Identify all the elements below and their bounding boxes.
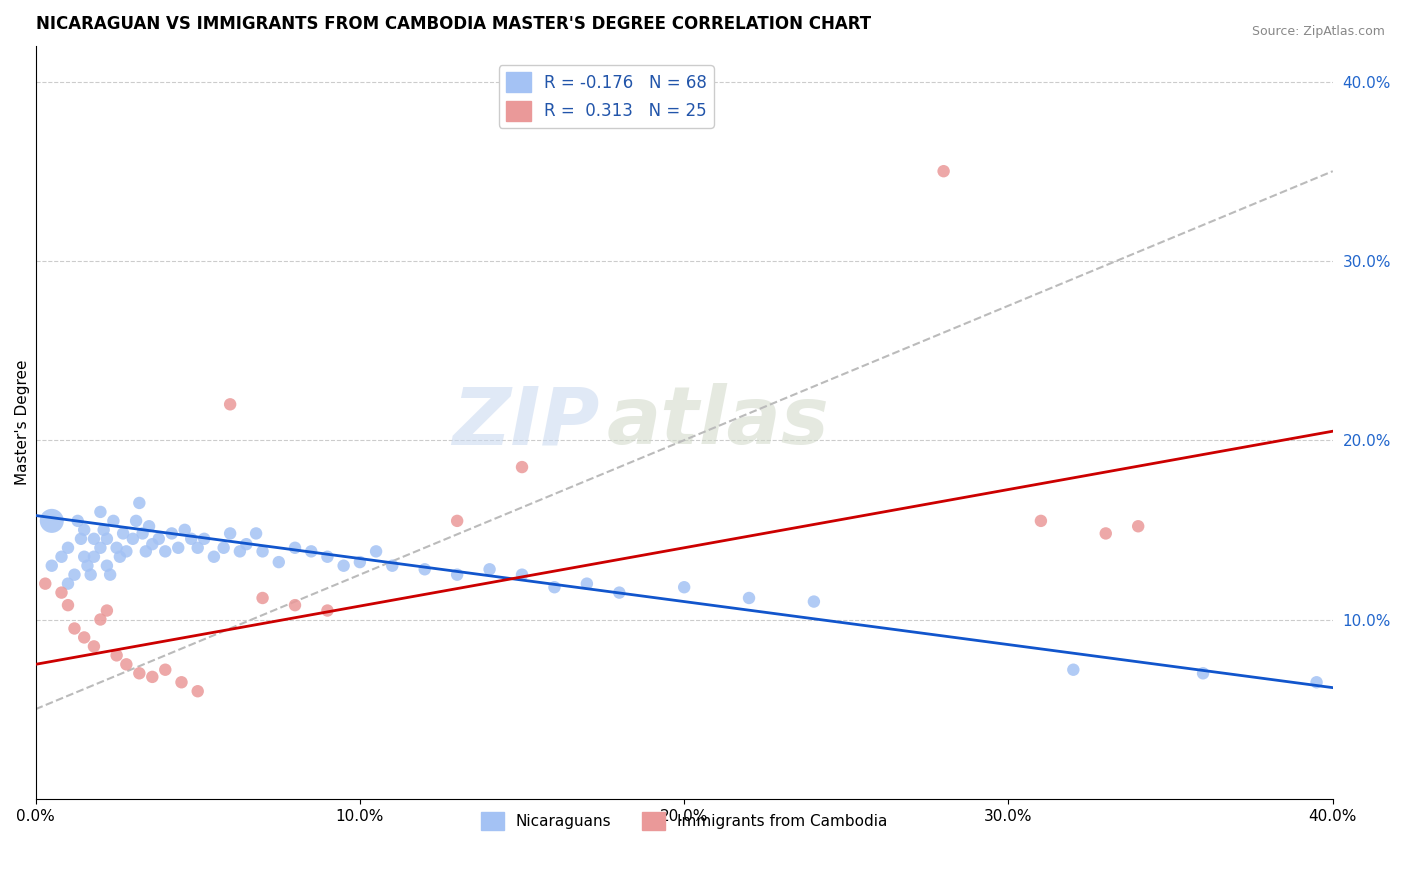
Point — [607, 585, 630, 599]
Point — [316, 549, 339, 564]
Point — [364, 544, 387, 558]
Point — [83, 549, 105, 564]
Point — [80, 567, 103, 582]
Point — [89, 505, 111, 519]
Point — [141, 537, 163, 551]
Point — [66, 514, 89, 528]
Point — [96, 603, 118, 617]
Point — [105, 541, 128, 555]
Point — [34, 576, 56, 591]
Point — [56, 598, 79, 612]
Point — [673, 580, 696, 594]
Point — [229, 544, 252, 558]
Point — [1029, 514, 1052, 528]
Point — [70, 532, 93, 546]
Point — [413, 562, 436, 576]
Point — [131, 526, 153, 541]
Legend: Nicaraguans, Immigrants from Cambodia: Nicaraguans, Immigrants from Cambodia — [475, 805, 894, 837]
Point — [575, 576, 598, 591]
Point — [1305, 675, 1327, 690]
Point — [41, 558, 63, 573]
Point — [125, 514, 148, 528]
Point — [83, 640, 105, 654]
Point — [108, 549, 131, 564]
Point — [89, 541, 111, 555]
Point — [446, 514, 468, 528]
Point — [76, 558, 98, 573]
Point — [138, 519, 160, 533]
Point — [803, 594, 825, 608]
Point — [349, 555, 371, 569]
Text: Source: ZipAtlas.com: Source: ZipAtlas.com — [1251, 25, 1385, 38]
Point — [299, 544, 322, 558]
Point — [93, 523, 115, 537]
Text: atlas: atlas — [606, 384, 830, 461]
Point — [51, 585, 73, 599]
Point — [56, 576, 79, 591]
Point — [115, 544, 138, 558]
Point — [252, 591, 274, 605]
Text: NICARAGUAN VS IMMIGRANTS FROM CAMBODIA MASTER'S DEGREE CORRELATION CHART: NICARAGUAN VS IMMIGRANTS FROM CAMBODIA M… — [35, 15, 870, 33]
Point — [543, 580, 565, 594]
Y-axis label: Master's Degree: Master's Degree — [15, 359, 30, 485]
Point — [112, 526, 135, 541]
Point — [115, 657, 138, 672]
Point — [219, 526, 242, 541]
Point — [1062, 663, 1084, 677]
Point — [83, 532, 105, 546]
Point — [187, 684, 209, 698]
Point — [202, 549, 225, 564]
Point — [381, 558, 404, 573]
Point — [187, 541, 209, 555]
Point — [510, 460, 533, 475]
Point — [932, 164, 955, 178]
Point — [155, 663, 177, 677]
Point — [103, 514, 125, 528]
Point — [738, 591, 761, 605]
Point — [235, 537, 257, 551]
Point — [141, 670, 163, 684]
Point — [160, 526, 183, 541]
Point — [193, 532, 215, 546]
Point — [1128, 519, 1150, 533]
Point — [332, 558, 354, 573]
Point — [135, 544, 157, 558]
Point — [173, 523, 195, 537]
Point — [1192, 666, 1215, 681]
Point — [73, 549, 96, 564]
Point — [73, 523, 96, 537]
Point — [180, 532, 202, 546]
Point — [510, 567, 533, 582]
Point — [478, 562, 501, 576]
Point — [167, 541, 190, 555]
Point — [148, 532, 170, 546]
Text: ZIP: ZIP — [453, 384, 600, 461]
Point — [96, 532, 118, 546]
Point — [170, 675, 193, 690]
Point — [73, 631, 96, 645]
Point — [128, 666, 150, 681]
Point — [51, 549, 73, 564]
Point — [252, 544, 274, 558]
Point — [63, 567, 86, 582]
Point — [212, 541, 235, 555]
Point — [1094, 526, 1116, 541]
Point — [284, 598, 307, 612]
Point — [128, 496, 150, 510]
Point — [245, 526, 267, 541]
Point — [96, 558, 118, 573]
Point — [155, 544, 177, 558]
Point — [105, 648, 128, 663]
Point — [56, 541, 79, 555]
Point — [446, 567, 468, 582]
Point — [98, 567, 121, 582]
Point — [89, 613, 111, 627]
Point — [284, 541, 307, 555]
Point — [316, 603, 339, 617]
Point — [41, 514, 63, 528]
Point — [121, 532, 143, 546]
Point — [63, 622, 86, 636]
Point — [219, 397, 242, 411]
Point — [267, 555, 290, 569]
